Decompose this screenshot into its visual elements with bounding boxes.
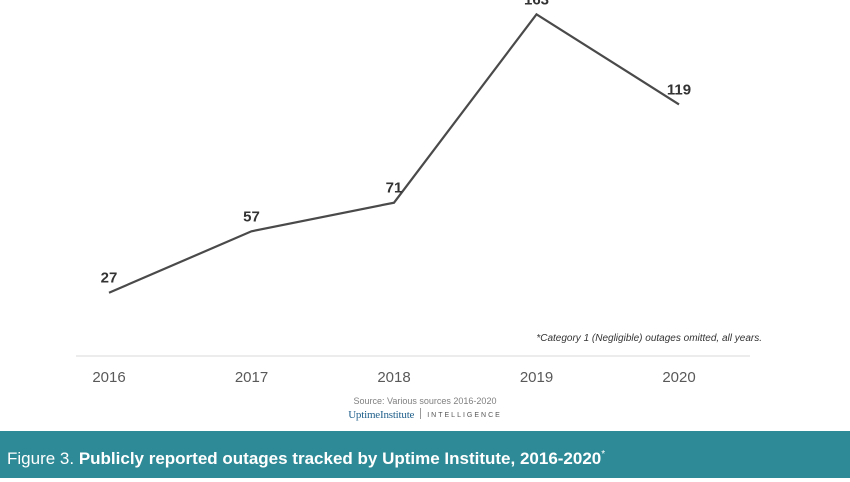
footnote-marker: * (601, 449, 606, 460)
data-label-2020: 119 (667, 81, 691, 98)
logo-divider (420, 408, 422, 419)
data-labels: 27 57 71 163 119 (101, 0, 691, 287)
figure-title: Publicly reported outages tracked by Upt… (78, 449, 602, 468)
chart-footnote: *Category 1 (Negligible) outages omitted… (536, 333, 762, 344)
x-tick-2020: 2020 (662, 369, 695, 386)
data-label-2018: 71 (386, 180, 403, 197)
logo-brand-text: UptimeInstitute (348, 409, 415, 421)
x-tick-2018: 2018 (377, 369, 410, 386)
logo-division-text: INTELLIGENCE (427, 412, 502, 419)
figure-number: Figure 3. (7, 449, 79, 468)
source-note: Source: Various sources 2016-2020 (354, 396, 497, 406)
uptime-institute-logo: UptimeInstitute INTELLIGENCE (0, 408, 850, 425)
x-tick-labels: 2016 2017 2018 2019 2020 (92, 369, 695, 386)
data-label-2019: 163 (524, 0, 549, 8)
figure-caption-bar: Figure 3. Publicly reported outages trac… (0, 431, 850, 478)
series-line (108, 12, 680, 294)
line-chart: 27 57 71 163 119 2016 2017 2018 2019 2020 *Categ… (76, 0, 762, 406)
data-label-2016: 27 (101, 270, 118, 287)
x-tick-2017: 2017 (235, 369, 268, 386)
x-tick-2016: 2016 (92, 369, 125, 386)
x-tick-2019: 2019 (520, 369, 553, 386)
data-label-2017: 57 (243, 208, 260, 225)
